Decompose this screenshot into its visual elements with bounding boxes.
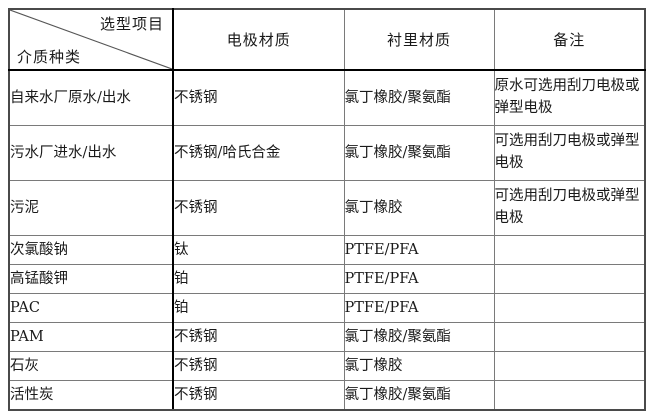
cell-electrode-material-text: 不锈钢 [174,328,218,345]
cell-remark-text: 可选用刮刀电极或弹型电极 [494,188,640,226]
cell-media-type-text: 高锰酸钾 [10,270,68,287]
cell-media-type: 石灰 [8,351,174,381]
cell-lining-material: 氯丁橡胶/聚氨酯 [343,69,495,126]
table-row: 次氯酸钠 钛 PTFE/PFA [8,235,646,265]
cell-lining-material-text: 氯丁橡胶/聚氨酯 [344,144,451,161]
cell-media-type: PAC [8,293,174,323]
cell-media-type-text: PAC [10,299,40,316]
cell-electrode-material-text: 不锈钢 [174,89,218,106]
cell-lining-material: 氯丁橡胶/聚氨酯 [343,125,495,181]
cell-remark: 原水可选用刮刀电极或弹型电极 [493,69,646,126]
cell-electrode-material-text: 铂 [174,299,189,316]
cell-lining-material-text: 氯丁橡胶/聚氨酯 [344,386,451,403]
cell-remark-text: 可选用刮刀电极或弹型电极 [494,133,640,171]
header-row: 选型项目 介质种类 电极材质 衬里材质 备注 [8,8,646,71]
cell-lining-material: PTFE/PFA [343,293,495,323]
cell-remark [493,380,646,411]
cell-media-type-text: 污泥 [10,199,39,216]
corner-inner: 选型项目 介质种类 [11,10,171,68]
table-row: 自来水厂原水/出水 不锈钢 氯丁橡胶/聚氨酯 原水可选用刮刀电极或弹型电极 [8,69,646,126]
cell-remark [493,264,646,294]
cell-electrode-material: 不锈钢 [172,380,345,411]
cell-electrode-material-text: 铂 [174,270,189,287]
table-row: 污泥 不锈钢 氯丁橡胶 可选用刮刀电极或弹型电极 [8,180,646,236]
cell-electrode-material-text: 不锈钢/哈氏合金 [174,144,281,161]
table-row: 石灰 不锈钢 氯丁橡胶 [8,351,646,381]
cell-electrode-material: 不锈钢 [172,351,345,381]
cell-lining-material-text: PTFE/PFA [344,270,419,287]
cell-media-type: 活性炭 [8,380,174,411]
cell-lining-material-text: PTFE/PFA [344,241,419,258]
cell-media-type: 高锰酸钾 [8,264,174,294]
column-header-electrode-material: 电极材质 [172,8,345,71]
table-head: 选型项目 介质种类 电极材质 衬里材质 备注 [8,8,646,71]
cell-electrode-material: 钛 [172,235,345,265]
cell-media-type-text: 自来水厂原水/出水 [10,89,131,106]
cell-electrode-material-text: 不锈钢 [174,357,218,374]
cell-media-type: 自来水厂原水/出水 [8,69,174,126]
cell-electrode-material-text: 钛 [174,241,189,258]
table-row: 高锰酸钾 铂 PTFE/PFA [8,264,646,294]
cell-remark-text: 原水可选用刮刀电极或弹型电极 [494,78,640,116]
table-row: PAM 不锈钢 氯丁橡胶/聚氨酯 [8,322,646,352]
cell-lining-material: 氯丁橡胶 [343,180,495,236]
cell-media-type-text: PAM [10,328,44,345]
cell-electrode-material-text: 不锈钢 [174,386,218,403]
cell-remark [493,322,646,352]
cell-lining-material-text: 氯丁橡胶/聚氨酯 [344,89,451,106]
column-header-lining-material: 衬里材质 [343,8,495,71]
cell-media-type-text: 污水厂进水/出水 [10,144,117,161]
cell-remark [493,351,646,381]
cell-remark [493,293,646,323]
cell-lining-material: 氯丁橡胶 [343,351,495,381]
cell-media-type-text: 次氯酸钠 [10,241,68,258]
cell-lining-material: 氯丁橡胶/聚氨酯 [343,322,495,352]
cell-media-type: 污水厂进水/出水 [8,125,174,181]
cell-electrode-material: 不锈钢 [172,69,345,126]
cell-lining-material-text: 氯丁橡胶 [344,199,403,216]
cell-lining-material: PTFE/PFA [343,235,495,265]
table-row: PAC 铂 PTFE/PFA [8,293,646,323]
cell-electrode-material: 不锈钢 [172,180,345,236]
cell-remark [493,235,646,265]
cell-lining-material-text: PTFE/PFA [344,299,419,316]
cell-remark: 可选用刮刀电极或弹型电极 [493,180,646,236]
cell-media-type-text: 活性炭 [10,386,54,403]
cell-media-type: 污泥 [8,180,174,236]
corner-label-media-type: 介质种类 [17,48,82,66]
corner-label-selection-item: 选型项目 [99,15,164,33]
cell-media-type: PAM [8,322,174,352]
cell-media-type-text: 石灰 [10,357,39,374]
column-header-remark: 备注 [493,8,646,71]
cell-electrode-material: 不锈钢/哈氏合金 [172,125,345,181]
table-body: 自来水厂原水/出水 不锈钢 氯丁橡胶/聚氨酯 原水可选用刮刀电极或弹型电极 污水厂进水/… [8,69,646,411]
table-sheet: 选型项目 介质种类 电极材质 衬里材质 备注 自来水厂原水/出水 不锈钢 氯丁橡胶/… [8,8,646,411]
cell-lining-material-text: 氯丁橡胶 [344,357,403,374]
cell-lining-material: PTFE/PFA [343,264,495,294]
cell-lining-material: 氯丁橡胶/聚氨酯 [343,380,495,411]
cell-media-type: 次氯酸钠 [8,235,174,265]
header-corner-split-cell: 选型项目 介质种类 [8,8,174,71]
table-row: 活性炭 不锈钢 氯丁橡胶/聚氨酯 [8,380,646,411]
cell-remark: 可选用刮刀电极或弹型电极 [493,125,646,181]
cell-electrode-material: 铂 [172,293,345,323]
selection-spec-table: 选型项目 介质种类 电极材质 衬里材质 备注 自来水厂原水/出水 不锈钢 氯丁橡胶/… [8,8,646,411]
cell-electrode-material: 铂 [172,264,345,294]
cell-electrode-material-text: 不锈钢 [174,199,218,216]
cell-lining-material-text: 氯丁橡胶/聚氨酯 [344,328,451,345]
cell-electrode-material: 不锈钢 [172,322,345,352]
table-row: 污水厂进水/出水 不锈钢/哈氏合金 氯丁橡胶/聚氨酯 可选用刮刀电极或弹型电极 [8,125,646,181]
